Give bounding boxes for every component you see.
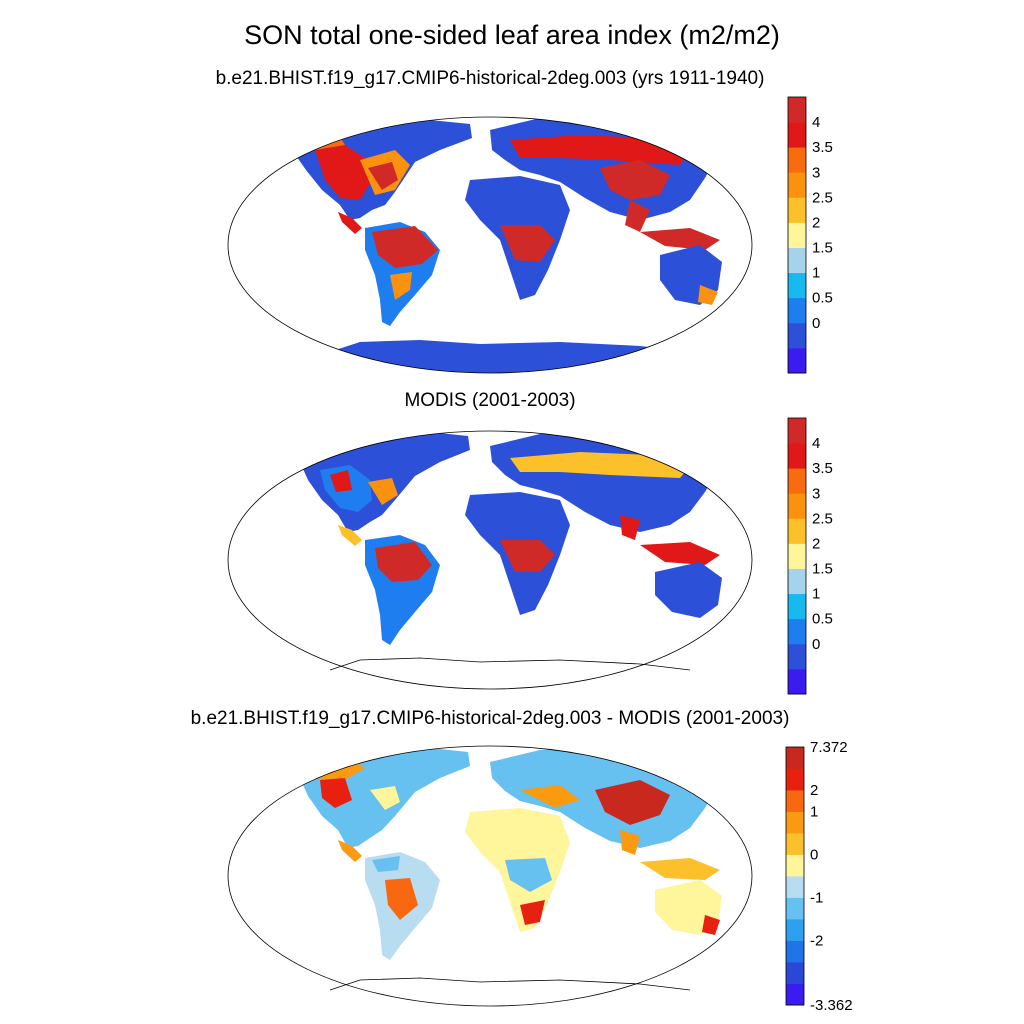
panel-title-diff: b.e21.BHIST.f19_g17.CMIP6-historical-2de…	[190, 708, 790, 729]
colorbar-tick-label: 2.5	[812, 189, 833, 206]
colorbar-tick-label: 2	[812, 535, 820, 552]
colorbar-swatch	[788, 568, 806, 595]
colorbar-tick-label: 0	[810, 847, 818, 864]
colorbar-swatch	[788, 518, 806, 544]
colorbar-swatch	[788, 543, 806, 569]
colorbar-swatch	[788, 347, 806, 374]
colorbar-swatch	[786, 854, 804, 877]
colorbar-swatch	[786, 747, 804, 769]
colorbar-swatch	[786, 768, 804, 791]
colorbar-swatch	[788, 297, 806, 324]
colorbar-tick-label: 0.5	[812, 290, 833, 307]
colorbar-tick-label: 2	[812, 214, 820, 231]
colorbar-swatch	[788, 97, 806, 123]
colorbar-swatch	[788, 618, 806, 645]
colorbar-swatch	[786, 962, 804, 984]
colorbar-tick-label: 3	[812, 164, 820, 181]
colorbar-tick-label: 3.5	[812, 460, 833, 477]
colorbar-tick-label: 0	[812, 315, 820, 332]
colorbar-frame	[787, 417, 807, 695]
colorbar-model: 4 3.5 3 2.5 2 1.5 1 0.5 0	[787, 96, 833, 374]
colorbar-tick-label: 3.5	[812, 139, 833, 156]
map-border-modis	[227, 430, 753, 690]
colorbar-tick-label: 0.5	[812, 611, 833, 628]
colorbar-tick-label: 1	[812, 586, 820, 603]
colorbar-tick-label: 1	[812, 265, 820, 282]
colorbar-swatch	[788, 493, 806, 519]
colorbar-tick-label: 4	[812, 114, 820, 131]
colorbar-swatch	[788, 468, 806, 494]
colorbar-swatch	[788, 197, 806, 223]
colorbar-swatch	[788, 222, 806, 248]
land-field-modis	[300, 431, 722, 645]
colorbar-swatch	[786, 919, 804, 941]
map-modis	[227, 430, 753, 690]
colorbar-swatch	[786, 833, 804, 855]
panel-title-modis: MODIS (2001-2003)	[404, 390, 576, 411]
map-border-diff	[227, 745, 753, 1007]
colorbar-swatch	[788, 593, 806, 620]
colorbar-swatch	[788, 418, 806, 444]
figure-title: SON total one-sided leaf area index (m2/…	[244, 20, 780, 50]
colorbar-swatch	[786, 876, 804, 898]
colorbar-tick-label: 1	[810, 804, 818, 821]
colorbar-swatch	[786, 790, 804, 812]
map-border-model	[227, 116, 753, 374]
colorbar-swatch	[788, 147, 806, 173]
land-field-model	[290, 117, 722, 373]
colorbar-tick-label: 3	[812, 485, 820, 502]
panel-title-model: b.e21.BHIST.f19_g17.CMIP6-historical-2de…	[215, 68, 765, 89]
antarctica-outline-diff	[329, 977, 691, 991]
colorbar-swatch	[786, 983, 804, 1006]
colorbar-swatch	[788, 172, 806, 198]
map-model	[227, 116, 753, 374]
colorbar-swatch	[788, 272, 806, 299]
colorbar-diff: 7.372 2 1 0 -1 -2 -3.362	[785, 739, 853, 1014]
colorbar-tick-label: 1.5	[812, 561, 833, 578]
map-diff	[227, 745, 753, 1007]
colorbar-swatch	[786, 940, 804, 963]
colorbar-tick-label: -1	[810, 890, 823, 907]
colorbar-tick-label: 7.372	[810, 739, 848, 756]
colorbar-swatch	[788, 247, 806, 274]
colorbar-tick-label: 4	[812, 435, 820, 452]
colorbar-frame	[785, 746, 805, 1006]
antarctica-outline-modis	[329, 657, 691, 671]
colorbar-tick-label: -3.362	[810, 997, 853, 1014]
colorbar-swatch	[786, 811, 804, 834]
colorbar-swatch	[788, 668, 806, 695]
colorbar-swatch	[788, 322, 806, 349]
colorbar-tick-label: 0	[812, 636, 820, 653]
colorbar-tick-label: 2	[810, 782, 818, 799]
colorbar-swatch	[786, 897, 804, 920]
colorbar-modis: 4 3.5 3 2.5 2 1.5 1 0.5 0	[787, 417, 833, 695]
colorbar-tick-label: 1.5	[812, 240, 833, 257]
colorbar-frame	[787, 96, 807, 374]
colorbar-swatch	[788, 643, 806, 670]
colorbar-swatch	[788, 443, 806, 469]
colorbar-tick-label: 2.5	[812, 510, 833, 527]
colorbar-swatch	[788, 122, 806, 148]
colorbar-tick-label: -2	[810, 933, 823, 950]
land-field-diff	[300, 746, 722, 960]
